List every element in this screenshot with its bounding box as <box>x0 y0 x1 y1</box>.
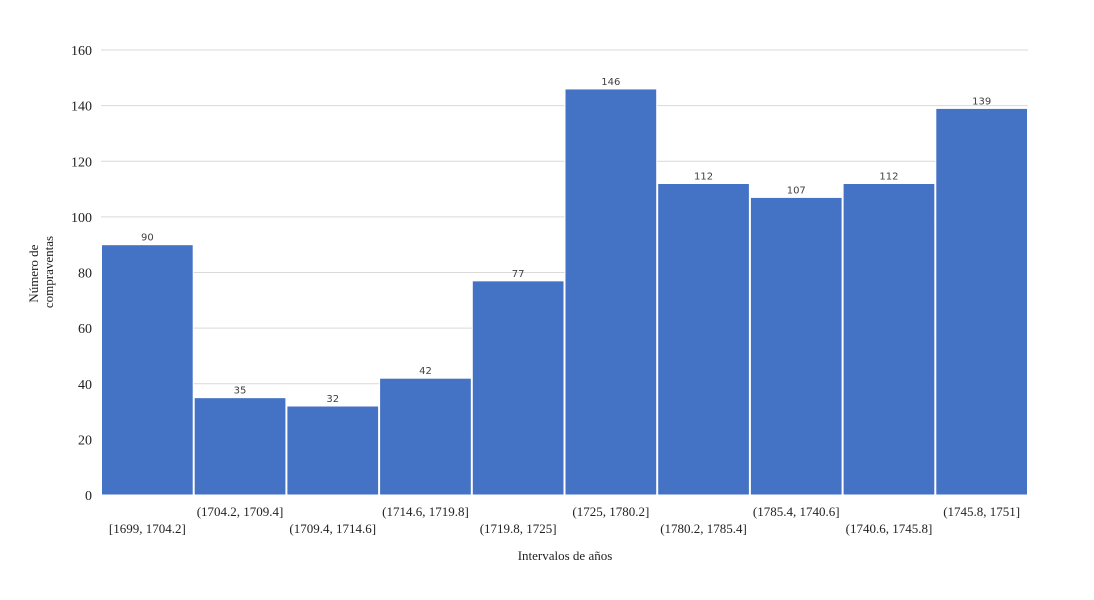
x-axis-title: Intervalos de años <box>518 548 613 563</box>
axis-titles: Intervalos de años Número de compraventa… <box>26 236 612 563</box>
data-label: 90 <box>141 233 154 244</box>
y-axis-title: Número de compraventas <box>26 236 56 308</box>
data-label: 107 <box>787 185 806 196</box>
x-tick-label: (1709.4, 1714.6] <box>289 521 376 536</box>
bar <box>193 397 287 496</box>
data-label: 35 <box>234 386 247 397</box>
data-label: 139 <box>972 96 991 107</box>
y-tick-label: 120 <box>71 155 92 170</box>
bar <box>286 405 380 496</box>
data-label: 32 <box>326 394 339 405</box>
x-tick-label: [1699, 1704.2] <box>109 521 186 536</box>
data-label: 112 <box>879 172 898 183</box>
bars <box>101 88 1028 496</box>
y-tick-label: 20 <box>78 433 92 448</box>
x-tick-label: (1745.8, 1751] <box>943 504 1020 519</box>
y-tick-label: 60 <box>78 322 92 337</box>
x-tick-label: (1714.6, 1719.8] <box>382 504 469 519</box>
x-tick-label: (1780.2, 1785.4] <box>660 521 747 536</box>
data-label: 112 <box>694 172 713 183</box>
y-tick-label: 140 <box>71 100 92 115</box>
bar <box>842 183 936 496</box>
y-axis-ticks: 0 20 40 60 80 100 120 140 160 <box>71 44 92 504</box>
bar <box>749 196 843 496</box>
bar <box>564 88 658 496</box>
y-axis-title-line-1: Número de <box>26 244 41 302</box>
bar <box>935 107 1028 496</box>
x-axis-ticks: [1699, 1704.2] (1704.2, 1709.4] (1709.4, 1… <box>109 504 1020 536</box>
data-label: 42 <box>419 366 432 377</box>
bar <box>657 183 750 496</box>
y-tick-label: 80 <box>78 267 92 282</box>
bar <box>379 377 472 496</box>
bar <box>471 280 565 496</box>
x-tick-label: (1704.2, 1709.4] <box>197 504 284 519</box>
y-tick-label: 160 <box>71 44 92 59</box>
x-tick-label: (1719.8, 1725] <box>480 521 557 536</box>
y-tick-label: 40 <box>78 378 92 393</box>
y-tick-label: 100 <box>71 211 92 226</box>
bar <box>101 244 194 496</box>
data-label: 146 <box>601 77 620 88</box>
x-tick-label: (1785.4, 1740.6] <box>753 504 840 519</box>
y-tick-label: 0 <box>85 489 92 504</box>
x-tick-label: (1740.6, 1745.8] <box>846 521 933 536</box>
data-labels: 90 35 32 42 77 146 112 107 112 139 <box>141 77 991 405</box>
y-axis-title-line-2: compraventas <box>41 236 56 308</box>
data-label: 77 <box>512 269 525 280</box>
x-tick-label: (1725, 1780.2] <box>572 504 649 519</box>
